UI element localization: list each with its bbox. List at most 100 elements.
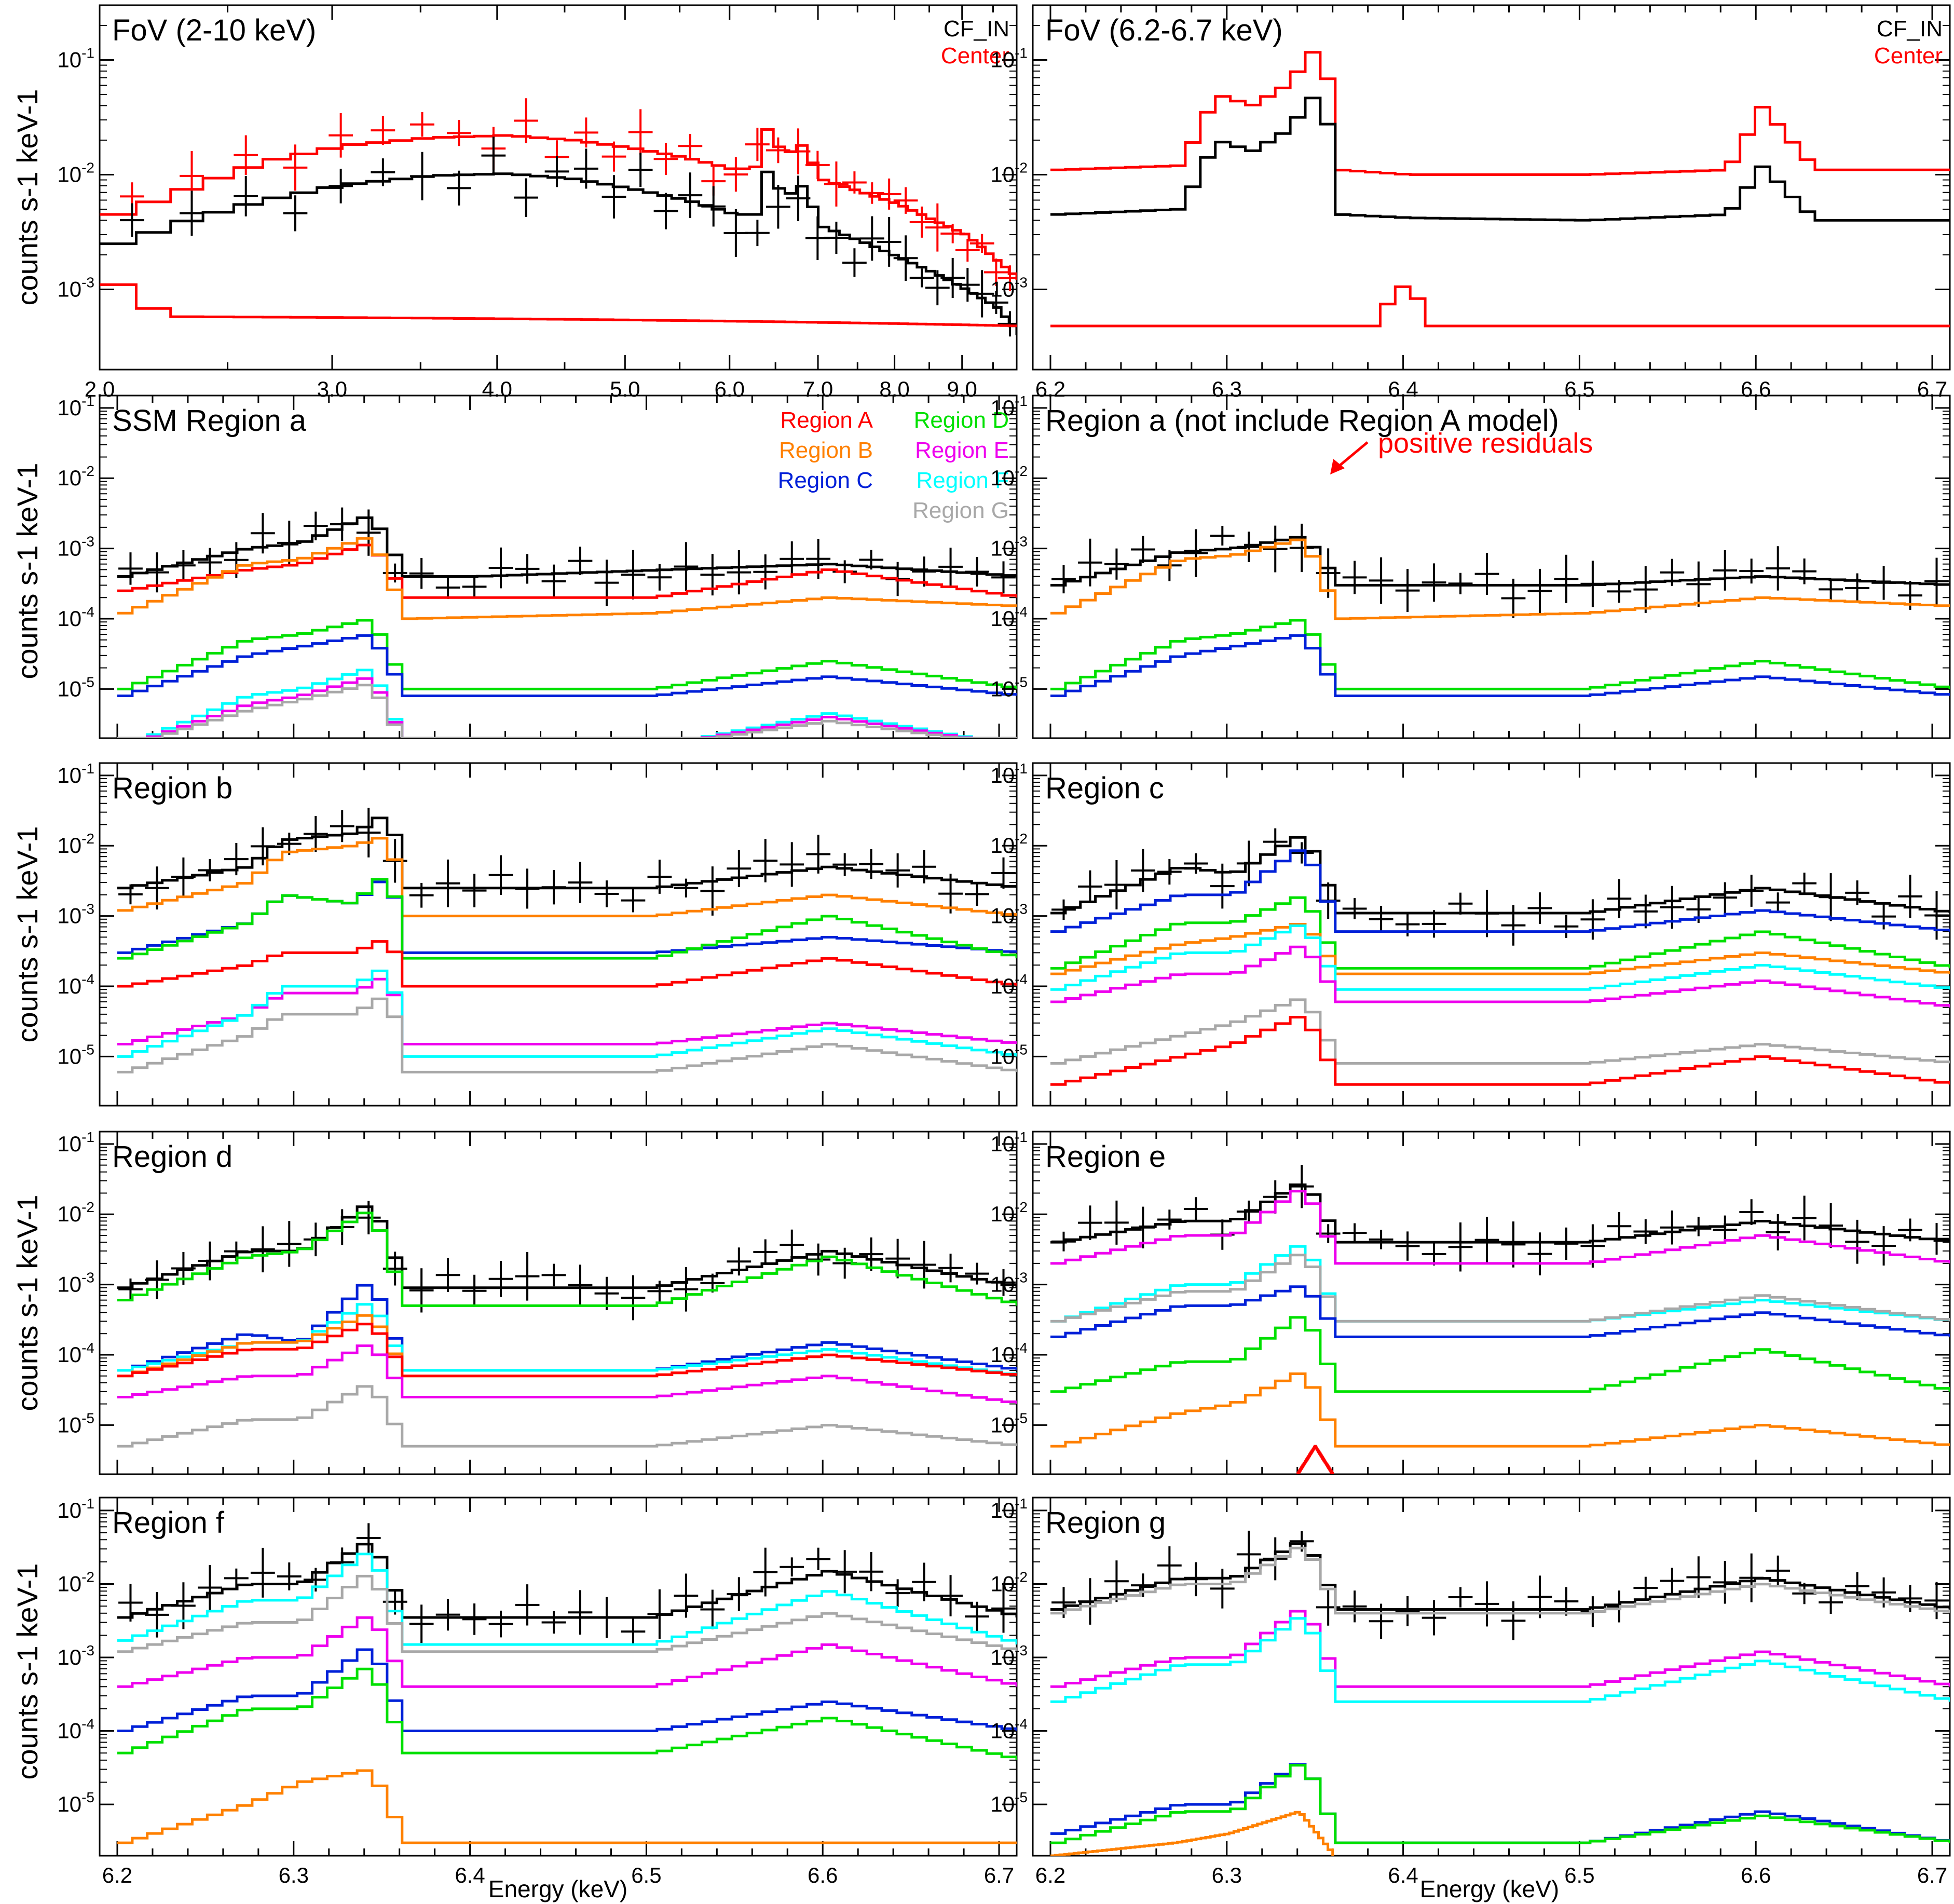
- y-tick-label: 10-4: [990, 1716, 1028, 1743]
- series-line-region-e: [1050, 1190, 1950, 1265]
- y-tick-label: 10-2: [57, 1199, 94, 1226]
- y-tick-label: 10-3: [57, 275, 94, 302]
- x-tick-label: 9.0: [947, 377, 977, 401]
- panel-title: Region e: [1045, 1140, 1166, 1174]
- plot-area: [117, 1523, 1017, 1844]
- x-axis-label-right: Energy (keV): [1420, 1875, 1559, 1902]
- x-tick-label: 4.0: [482, 377, 512, 401]
- series-line-region-a: [117, 940, 1017, 988]
- y-tick-label: 10-4: [57, 1716, 94, 1743]
- panel-ssm-a: 10-5 10-4 10-3 10-2 10-1 SSM Region a Region A…: [57, 393, 1018, 739]
- series-line-region-c: [1050, 634, 1950, 697]
- panel-title: Region a (not include Region A model): [1045, 404, 1559, 438]
- panel-region-b: 10-5 10-4 10-3 10-2 10-1 Region b: [57, 760, 1018, 1107]
- x-tick-label: 6.5: [1564, 1863, 1594, 1887]
- legend-region-d: Region D: [914, 407, 1009, 433]
- y-tick-label: 10-2: [990, 1569, 1028, 1596]
- y-tick-label: 10-2: [990, 159, 1028, 186]
- panel-region-d: 10-5 10-4 10-3 10-2 10-1 Region d: [57, 1129, 1018, 1475]
- y-tick-label: 10-4: [990, 971, 1028, 998]
- y-tick-label: 10-3: [57, 901, 94, 928]
- x-tick-label: 6.4: [455, 1863, 485, 1887]
- y-axis-label-row-2: counts s-1 keV-1: [11, 463, 44, 679]
- y-tick-label: 10-2: [990, 463, 1028, 490]
- annotation-arrow-line: [1335, 441, 1369, 469]
- panel-title: Region f: [112, 1506, 225, 1540]
- x-tick-label: 3.0: [317, 377, 347, 401]
- plot-area: [1050, 523, 1950, 697]
- x-tick-label: 8.0: [879, 377, 909, 401]
- series-line-region-c: [117, 634, 1017, 697]
- series-line-region-f: [1050, 1617, 1950, 1703]
- y-tick-label: 10-5: [990, 1410, 1028, 1437]
- legend-region-f: Region F: [916, 468, 1009, 493]
- y-tick-label: 10-4: [57, 1340, 94, 1367]
- series-line-region-e: [117, 1344, 1017, 1404]
- y-tick-label: 10-1: [57, 1495, 94, 1522]
- series-line-region-d: [1050, 896, 1950, 970]
- y-axis-label-row-1: counts s-1 keV-1: [11, 89, 44, 305]
- panel-title: FoV (6.2-6.7 keV): [1045, 13, 1283, 47]
- series-line-region-g: [117, 684, 1017, 738]
- series-line-background: [1050, 285, 1950, 328]
- series-line-region-f: [117, 1303, 1017, 1376]
- y-tick-label: 10-5: [990, 674, 1028, 701]
- y-tick-label: 10-4: [990, 1340, 1028, 1367]
- panel-title: Region c: [1045, 771, 1164, 805]
- series-line-region-c: [117, 1648, 1017, 1732]
- series-line-region-g: [117, 1385, 1017, 1448]
- series-line-region-f: [117, 669, 1017, 738]
- series-line-region-f: [1050, 924, 1950, 991]
- plot-area: [1050, 1164, 1950, 1474]
- legend-cf-in: CF_IN: [1877, 16, 1943, 42]
- panel-frame: [99, 762, 1018, 1107]
- series-line-region-e: [1050, 945, 1950, 1008]
- y-tick-label: 10-1: [990, 45, 1028, 72]
- series-line-region-d: [117, 1212, 1017, 1307]
- panel-region-a-noA: 10-5 10-4 10-3 10-2 10-1 Region a (not includ…: [990, 393, 1951, 739]
- y-tick-label: 10-1: [57, 1129, 94, 1156]
- x-axis-label-left: Energy (keV): [488, 1875, 627, 1902]
- x-tick-label: 7.0: [803, 377, 833, 401]
- plot-area: [1050, 51, 1950, 328]
- series-line-center-data-model-: [100, 128, 1017, 280]
- plot-area: [100, 98, 1017, 337]
- legend-region-b: Region B: [779, 438, 873, 463]
- legend-cf-in: CF_IN: [944, 16, 1009, 42]
- series-line-region-c: [1050, 1763, 1950, 1844]
- series-line-region-b: [117, 537, 1017, 620]
- series-line-region-b: [117, 1314, 1017, 1378]
- series-line-cf-in: [1050, 97, 1950, 222]
- y-tick-label: 10-1: [990, 1129, 1028, 1156]
- x-tick-label: 6.2: [1035, 1863, 1065, 1887]
- panel-frame: [1032, 1497, 1951, 1857]
- panel-title: FoV (2-10 keV): [112, 13, 316, 47]
- series-line-region-b: [117, 837, 1017, 918]
- y-tick-label: 10-3: [57, 534, 94, 561]
- series-line-region-f: [1050, 1245, 1950, 1323]
- x-tick-label: 6.6: [1741, 1863, 1771, 1887]
- series-line-region-c: [1050, 849, 1950, 933]
- series-line-background: [100, 283, 1017, 328]
- series-line-region-b: [1050, 538, 1950, 620]
- y-tick-label: 10-3: [990, 1270, 1028, 1297]
- y-tick-label: 10-3: [57, 1642, 94, 1669]
- series-line-region-f: [117, 969, 1017, 1058]
- y-tick-label: 10-3: [990, 275, 1028, 302]
- plot-area: [117, 808, 1017, 1073]
- panel-title: Region d: [112, 1140, 233, 1174]
- series-line-total: [1050, 836, 1950, 915]
- y-axis-label-row-4: counts s-1 keV-1: [11, 1194, 44, 1411]
- series-line-total: [117, 1205, 1017, 1289]
- panel-title: Region g: [1045, 1506, 1166, 1540]
- series-line-region-e: [117, 1616, 1017, 1688]
- x-tick-label: 6.7: [984, 1863, 1014, 1887]
- series-line-region-d: [117, 1667, 1017, 1760]
- y-tick-label: 10-4: [57, 604, 94, 631]
- legend-center: Center: [1874, 43, 1943, 69]
- y-tick-label: 10-2: [57, 159, 94, 186]
- series-line-region-b: [1050, 923, 1950, 975]
- x-tick-label: 6.3: [279, 1863, 309, 1887]
- y-tick-label: 10-5: [57, 1789, 94, 1816]
- annotation-arrow-head: [1330, 459, 1345, 474]
